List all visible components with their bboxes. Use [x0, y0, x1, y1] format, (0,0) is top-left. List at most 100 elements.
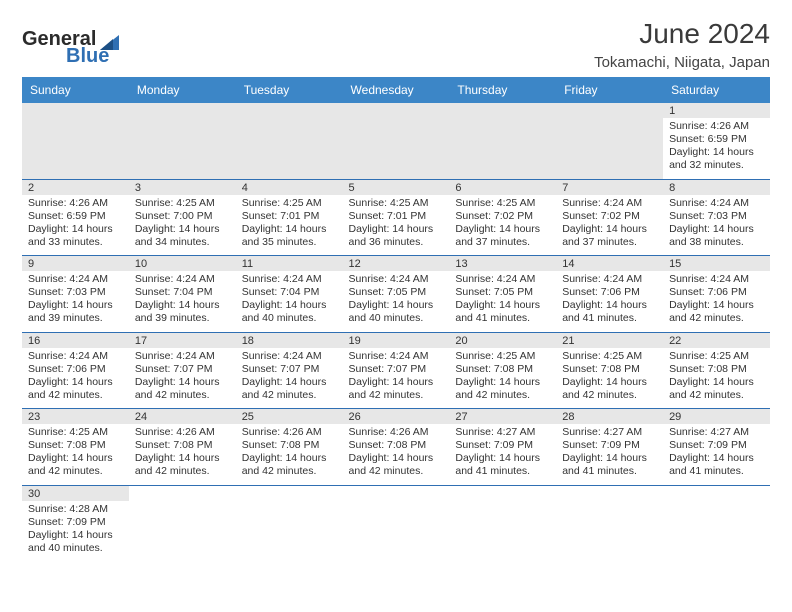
- daylight-text-1: Daylight: 14 hours: [242, 299, 337, 312]
- day-body-cell: Sunrise: 4:25 AMSunset: 7:08 PMDaylight:…: [22, 424, 129, 485]
- day-number-cell: [129, 103, 236, 118]
- day-body-cell: Sunrise: 4:25 AMSunset: 7:00 PMDaylight:…: [129, 195, 236, 256]
- day-number-cell: 25: [236, 409, 343, 425]
- sunrise-text: Sunrise: 4:26 AM: [28, 197, 123, 210]
- day-number-cell: [236, 103, 343, 118]
- daylight-text-2: and 32 minutes.: [669, 159, 764, 172]
- sunset-text: Sunset: 7:07 PM: [242, 363, 337, 376]
- daylight-text-2: and 41 minutes.: [455, 312, 550, 325]
- day-number-cell: 8: [663, 179, 770, 195]
- day-body-cell: [236, 501, 343, 562]
- daylight-text-2: and 39 minutes.: [135, 312, 230, 325]
- sunset-text: Sunset: 7:08 PM: [28, 439, 123, 452]
- day-number-cell: 19: [343, 332, 450, 348]
- day-number-cell: 7: [556, 179, 663, 195]
- day-number-cell: 5: [343, 179, 450, 195]
- sunrise-text: Sunrise: 4:24 AM: [135, 350, 230, 363]
- sunrise-text: Sunrise: 4:25 AM: [349, 197, 444, 210]
- day-body-cell: [449, 118, 556, 179]
- sunrise-text: Sunrise: 4:26 AM: [242, 426, 337, 439]
- day-body-cell: Sunrise: 4:26 AMSunset: 7:08 PMDaylight:…: [129, 424, 236, 485]
- daylight-text-2: and 42 minutes.: [349, 389, 444, 402]
- sunset-text: Sunset: 7:07 PM: [135, 363, 230, 376]
- day-number-cell: 30: [22, 485, 129, 501]
- day-number-cell: [556, 103, 663, 118]
- sunset-text: Sunset: 7:04 PM: [135, 286, 230, 299]
- sunset-text: Sunset: 7:01 PM: [349, 210, 444, 223]
- daylight-text-1: Daylight: 14 hours: [28, 452, 123, 465]
- day-body-cell: Sunrise: 4:24 AMSunset: 7:03 PMDaylight:…: [22, 271, 129, 332]
- day-body-cell: Sunrise: 4:25 AMSunset: 7:01 PMDaylight:…: [236, 195, 343, 256]
- sunset-text: Sunset: 7:01 PM: [242, 210, 337, 223]
- daylight-text-1: Daylight: 14 hours: [135, 299, 230, 312]
- day-body-cell: [556, 118, 663, 179]
- day-body-cell: Sunrise: 4:24 AMSunset: 7:06 PMDaylight:…: [663, 271, 770, 332]
- daylight-text-2: and 42 minutes.: [562, 389, 657, 402]
- day-body-cell: Sunrise: 4:27 AMSunset: 7:09 PMDaylight:…: [556, 424, 663, 485]
- day-number-cell: [343, 485, 450, 501]
- day-body-cell: Sunrise: 4:27 AMSunset: 7:09 PMDaylight:…: [449, 424, 556, 485]
- day-number-cell: 11: [236, 256, 343, 272]
- daylight-text-2: and 41 minutes.: [562, 312, 657, 325]
- sunrise-text: Sunrise: 4:24 AM: [669, 273, 764, 286]
- day-number-cell: 18: [236, 332, 343, 348]
- day-body-cell: Sunrise: 4:24 AMSunset: 7:03 PMDaylight:…: [663, 195, 770, 256]
- month-title: June 2024: [594, 18, 770, 50]
- daylight-text-2: and 42 minutes.: [669, 389, 764, 402]
- daylight-text-1: Daylight: 14 hours: [669, 376, 764, 389]
- daylight-text-1: Daylight: 14 hours: [349, 376, 444, 389]
- weekday-header: Wednesday: [343, 77, 450, 103]
- day-body-cell: Sunrise: 4:25 AMSunset: 7:01 PMDaylight:…: [343, 195, 450, 256]
- daylight-text-1: Daylight: 14 hours: [135, 452, 230, 465]
- weekday-header: Tuesday: [236, 77, 343, 103]
- daylight-text-2: and 38 minutes.: [669, 236, 764, 249]
- day-body-cell: Sunrise: 4:24 AMSunset: 7:07 PMDaylight:…: [236, 348, 343, 409]
- sunset-text: Sunset: 7:03 PM: [28, 286, 123, 299]
- sunset-text: Sunset: 7:08 PM: [455, 363, 550, 376]
- day-number-cell: [22, 103, 129, 118]
- daylight-text-1: Daylight: 14 hours: [455, 452, 550, 465]
- daylight-text-1: Daylight: 14 hours: [455, 299, 550, 312]
- sunset-text: Sunset: 7:08 PM: [242, 439, 337, 452]
- day-body-cell: Sunrise: 4:26 AMSunset: 6:59 PMDaylight:…: [663, 118, 770, 179]
- daylight-text-1: Daylight: 14 hours: [242, 376, 337, 389]
- sunset-text: Sunset: 7:05 PM: [349, 286, 444, 299]
- daylight-text-1: Daylight: 14 hours: [135, 376, 230, 389]
- sunrise-text: Sunrise: 4:25 AM: [242, 197, 337, 210]
- day-number-cell: 24: [129, 409, 236, 425]
- daylight-text-2: and 37 minutes.: [562, 236, 657, 249]
- day-body-cell: Sunrise: 4:24 AMSunset: 7:04 PMDaylight:…: [129, 271, 236, 332]
- sunset-text: Sunset: 7:08 PM: [562, 363, 657, 376]
- sunrise-text: Sunrise: 4:26 AM: [349, 426, 444, 439]
- daylight-text-2: and 42 minutes.: [349, 465, 444, 478]
- sunrise-text: Sunrise: 4:25 AM: [562, 350, 657, 363]
- sunrise-text: Sunrise: 4:24 AM: [28, 273, 123, 286]
- day-body-cell: [449, 501, 556, 562]
- day-body-cell: [236, 118, 343, 179]
- daylight-text-2: and 42 minutes.: [242, 465, 337, 478]
- day-number-cell: 23: [22, 409, 129, 425]
- day-number-cell: [663, 485, 770, 501]
- day-body-cell: [663, 501, 770, 562]
- sunrise-text: Sunrise: 4:25 AM: [455, 350, 550, 363]
- sunset-text: Sunset: 7:08 PM: [135, 439, 230, 452]
- sunrise-text: Sunrise: 4:24 AM: [242, 273, 337, 286]
- day-body-cell: [129, 118, 236, 179]
- daylight-text-2: and 42 minutes.: [135, 389, 230, 402]
- day-number-cell: [343, 103, 450, 118]
- daylight-text-2: and 40 minutes.: [28, 542, 123, 555]
- day-body-cell: [343, 118, 450, 179]
- week-body-row: Sunrise: 4:28 AMSunset: 7:09 PMDaylight:…: [22, 501, 770, 562]
- daylight-text-1: Daylight: 14 hours: [135, 223, 230, 236]
- week-number-row: 23242526272829: [22, 409, 770, 425]
- daylight-text-2: and 40 minutes.: [242, 312, 337, 325]
- sunrise-text: Sunrise: 4:24 AM: [455, 273, 550, 286]
- sunrise-text: Sunrise: 4:27 AM: [669, 426, 764, 439]
- day-number-cell: 2: [22, 179, 129, 195]
- day-body-cell: Sunrise: 4:25 AMSunset: 7:08 PMDaylight:…: [663, 348, 770, 409]
- day-number-cell: 15: [663, 256, 770, 272]
- location: Tokamachi, Niigata, Japan: [594, 54, 770, 71]
- daylight-text-1: Daylight: 14 hours: [242, 452, 337, 465]
- sunset-text: Sunset: 7:06 PM: [562, 286, 657, 299]
- sunset-text: Sunset: 7:02 PM: [562, 210, 657, 223]
